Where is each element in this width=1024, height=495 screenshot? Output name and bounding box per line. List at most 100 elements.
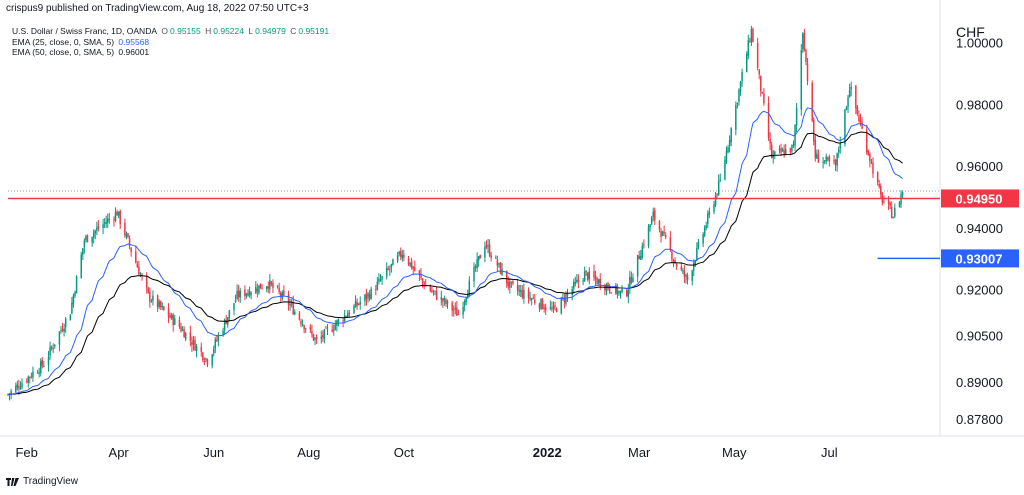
candle-body [509,281,511,288]
candle-body [538,303,541,309]
candle-body [454,307,457,309]
candle-body [18,386,20,389]
candle-body [610,292,612,294]
ema50-row: EMA (50, close, 0, SMA, 5) 0.96001 [12,47,331,58]
candle-body [685,274,687,277]
candle-body [605,284,608,292]
candle-body [566,293,569,296]
candle-body [876,172,879,183]
candle-body [675,263,678,267]
candle-body [156,295,159,308]
candle-body [167,308,170,318]
candle-body [106,218,109,223]
candle-body [702,234,704,244]
candle-body [834,159,837,165]
candle-body [202,352,204,361]
ema25-value: 0.95568 [118,36,150,47]
y-tick-label: 0.87800 [956,412,1003,427]
candle-body [520,290,522,292]
candle-body [114,211,117,222]
candle-body [629,277,631,290]
candle-body [348,312,351,315]
candle-body [195,345,198,352]
candle-body [228,310,231,318]
candle-body [279,293,282,297]
candle-body [756,43,759,68]
candle-body [325,327,327,329]
candle-body [811,82,813,121]
ohlc-low-label: L [248,26,254,36]
candle-body [588,271,591,280]
candle-body [636,254,639,277]
candle-body [736,103,739,105]
candle-body [791,144,793,152]
candle-body [259,283,262,289]
candle-body [485,245,488,248]
candle-body [887,200,890,204]
price-label-box [941,249,1019,268]
candle-body [270,281,273,285]
candle-body [27,376,30,383]
candle-body [632,277,634,282]
candle-body [724,160,726,180]
candle-body [833,159,835,162]
candle-body [39,361,42,374]
candle-body [139,274,142,276]
candle-body [359,301,361,305]
candle-body [376,281,379,290]
candle-body [892,217,894,219]
footer-brand[interactable]: TradingView [6,476,78,487]
candle-body [663,231,665,234]
candle-body [205,358,207,360]
candle-body [498,263,500,265]
candle-body [74,292,76,296]
candle-body [571,289,573,296]
candle-body [117,211,120,216]
candle-body [647,226,650,247]
candle-body [399,251,402,257]
candle-body [805,50,807,62]
candle-body [760,75,762,92]
candle-body [389,268,391,270]
candle-body [161,305,164,307]
candle-body [401,254,404,259]
candle-body [817,155,820,163]
candle-body [304,328,307,330]
candle-body [507,282,510,287]
candle-body [780,148,782,153]
candle-body [615,285,617,294]
candle-body [781,149,784,152]
candle-body [180,326,182,332]
ohlc-high-label: H [205,26,212,36]
ohlc-close-label: C [290,26,297,36]
candle-body [412,267,414,269]
candle-body [375,289,377,291]
x-tick-label: Feb [15,445,37,460]
candle-body [234,299,237,303]
candle-body [431,290,433,292]
candle-body [446,300,449,304]
candle-body [364,294,366,302]
candle-body [60,330,62,332]
candle-body [32,371,34,378]
candle-body [499,262,502,274]
candle-body [322,335,324,338]
candle-body [223,319,226,330]
candle-body [540,298,542,310]
candle-body [883,201,885,203]
candle-body [872,162,874,174]
candle-body [825,156,827,162]
candle-body [696,247,698,260]
candle-body [211,354,213,366]
candle-body [92,232,95,238]
candle-body [477,256,480,261]
candle-body [859,119,862,124]
candle-body [680,266,683,270]
candle-body [378,278,380,282]
x-tick-label: Apr [109,445,130,460]
candle-body [739,81,742,92]
candle-body [435,291,438,300]
candle-body [97,226,100,229]
candle-body [529,297,531,300]
